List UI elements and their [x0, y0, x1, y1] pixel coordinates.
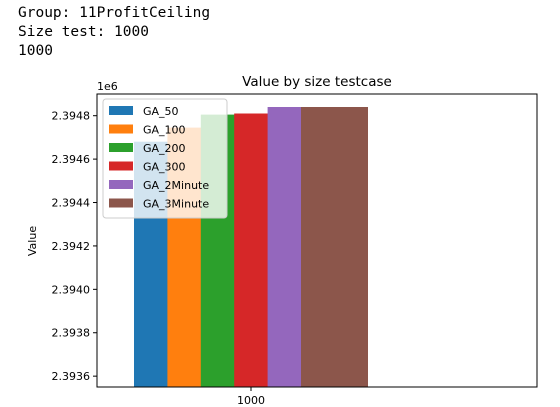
x-tick-label: 1000: [237, 394, 265, 407]
y-tick-label: 2.3948: [52, 110, 91, 123]
legend-swatch: [109, 161, 133, 171]
y-tick-label: 2.3946: [52, 153, 91, 166]
legend-label: GA_3Minute: [143, 198, 209, 211]
bar-ga-3minute: [301, 107, 368, 387]
legend-label: GA_2Minute: [143, 179, 209, 192]
console-line-size: Size test: 1000: [18, 24, 149, 40]
legend-label: GA_100: [143, 124, 186, 137]
console-output: Group: 11ProfitCeiling Size test: 1000 1…: [18, 4, 210, 61]
legend-swatch: [109, 180, 133, 189]
y-axis: 2.3936 2.3938 2.3940 2.3942 2.3944 2.3946 2.39…: [52, 110, 97, 383]
legend-label: GA_50: [143, 105, 179, 118]
console-line-value: 1000: [18, 43, 53, 59]
legend-label: GA_300: [143, 161, 186, 174]
y-tick-label: 2.3942: [52, 240, 91, 253]
plot-frame: [96, 93, 538, 388]
x-axis: 1000: [237, 387, 265, 407]
legend: GA_50 GA_100 GA_200 GA_300 GA_2Minute GA_3Min…: [102, 98, 228, 219]
legend-swatch: [109, 198, 133, 208]
chart-title: Value by size testcase: [242, 74, 392, 90]
legend-swatch: [109, 143, 133, 152]
legend-label: GA_200: [143, 142, 186, 155]
y-tick-label: 2.3944: [52, 197, 91, 210]
y-tick-label: 2.3938: [52, 327, 91, 340]
y-offset-label: 1e6: [97, 80, 118, 93]
y-tick-label: 2.3936: [52, 370, 91, 383]
legend-swatch: [109, 124, 133, 134]
y-axis-title: Value: [26, 226, 39, 256]
legend-box: [102, 98, 228, 219]
legend-swatch: [109, 106, 133, 115]
y-tick-label: 2.3940: [52, 283, 91, 296]
console-line-group: Group: 11ProfitCeiling: [18, 5, 211, 21]
